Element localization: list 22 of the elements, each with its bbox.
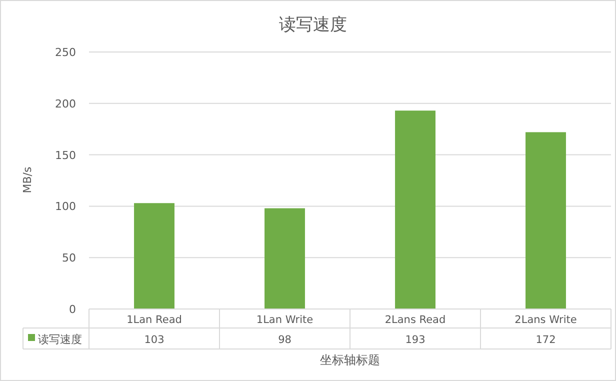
y-tick-label: 200 [55, 97, 76, 110]
y-tick-label: 50 [62, 252, 76, 265]
legend-label: 读写速度 [38, 333, 82, 346]
y-axis-title: MB/s [21, 166, 34, 194]
x-tick-label: 2Lans Read [384, 314, 446, 326]
y-tick-label: 250 [55, 46, 76, 59]
x-tick-label: 1Lan Read [126, 314, 182, 326]
data-label: 193 [405, 334, 426, 346]
data-label: 172 [536, 334, 556, 346]
bar [395, 110, 436, 309]
x-tick-label: 2Lans Write [514, 314, 577, 326]
data-label: 98 [278, 334, 292, 346]
bar [526, 132, 566, 309]
x-axis-title: 坐标轴标题 [320, 353, 380, 367]
data-label: 103 [144, 334, 164, 346]
y-tick-label: 150 [55, 148, 76, 162]
chart-title: 读写速度 [279, 15, 347, 35]
y-tick-label: 100 [55, 200, 76, 214]
y-tick-label: 0 [69, 303, 76, 316]
x-tick-label: 1Lan Write [256, 314, 314, 326]
bar [264, 208, 305, 309]
bar [134, 203, 174, 309]
